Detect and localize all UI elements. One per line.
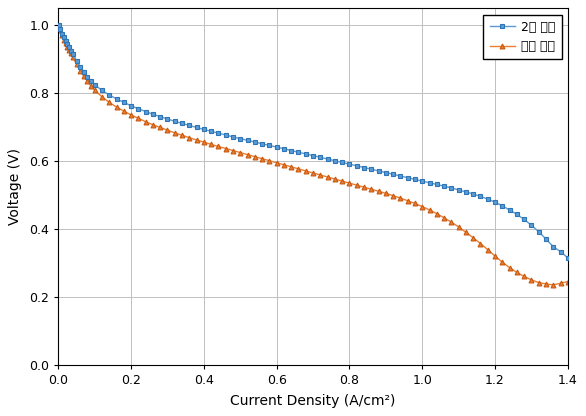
2번 조성	[339, 160, 346, 165]
X-axis label: Current Density (A/cm²): Current Density (A/cm²)	[230, 394, 396, 408]
Y-axis label: Voltage (V): Voltage (V)	[8, 148, 22, 225]
기존 조성	[550, 282, 557, 287]
Line: 2번 조성: 2번 조성	[56, 23, 570, 260]
2번 조성	[55, 23, 62, 28]
2번 조성	[331, 158, 338, 163]
기존 조성	[331, 176, 338, 181]
기존 조성	[360, 185, 367, 190]
기존 조성	[55, 25, 62, 30]
Line: 기존 조성: 기존 조성	[56, 25, 570, 287]
Legend: 2번 조성, 기존 조성: 2번 조성, 기존 조성	[483, 15, 561, 59]
기존 조성	[499, 260, 506, 265]
2번 조성	[564, 255, 571, 260]
기존 조성	[564, 279, 571, 284]
2번 조성	[244, 138, 251, 143]
2번 조성	[499, 203, 506, 208]
기존 조성	[339, 178, 346, 183]
기존 조성	[382, 191, 389, 196]
2번 조성	[360, 165, 367, 170]
기존 조성	[244, 152, 251, 157]
2번 조성	[382, 170, 389, 175]
